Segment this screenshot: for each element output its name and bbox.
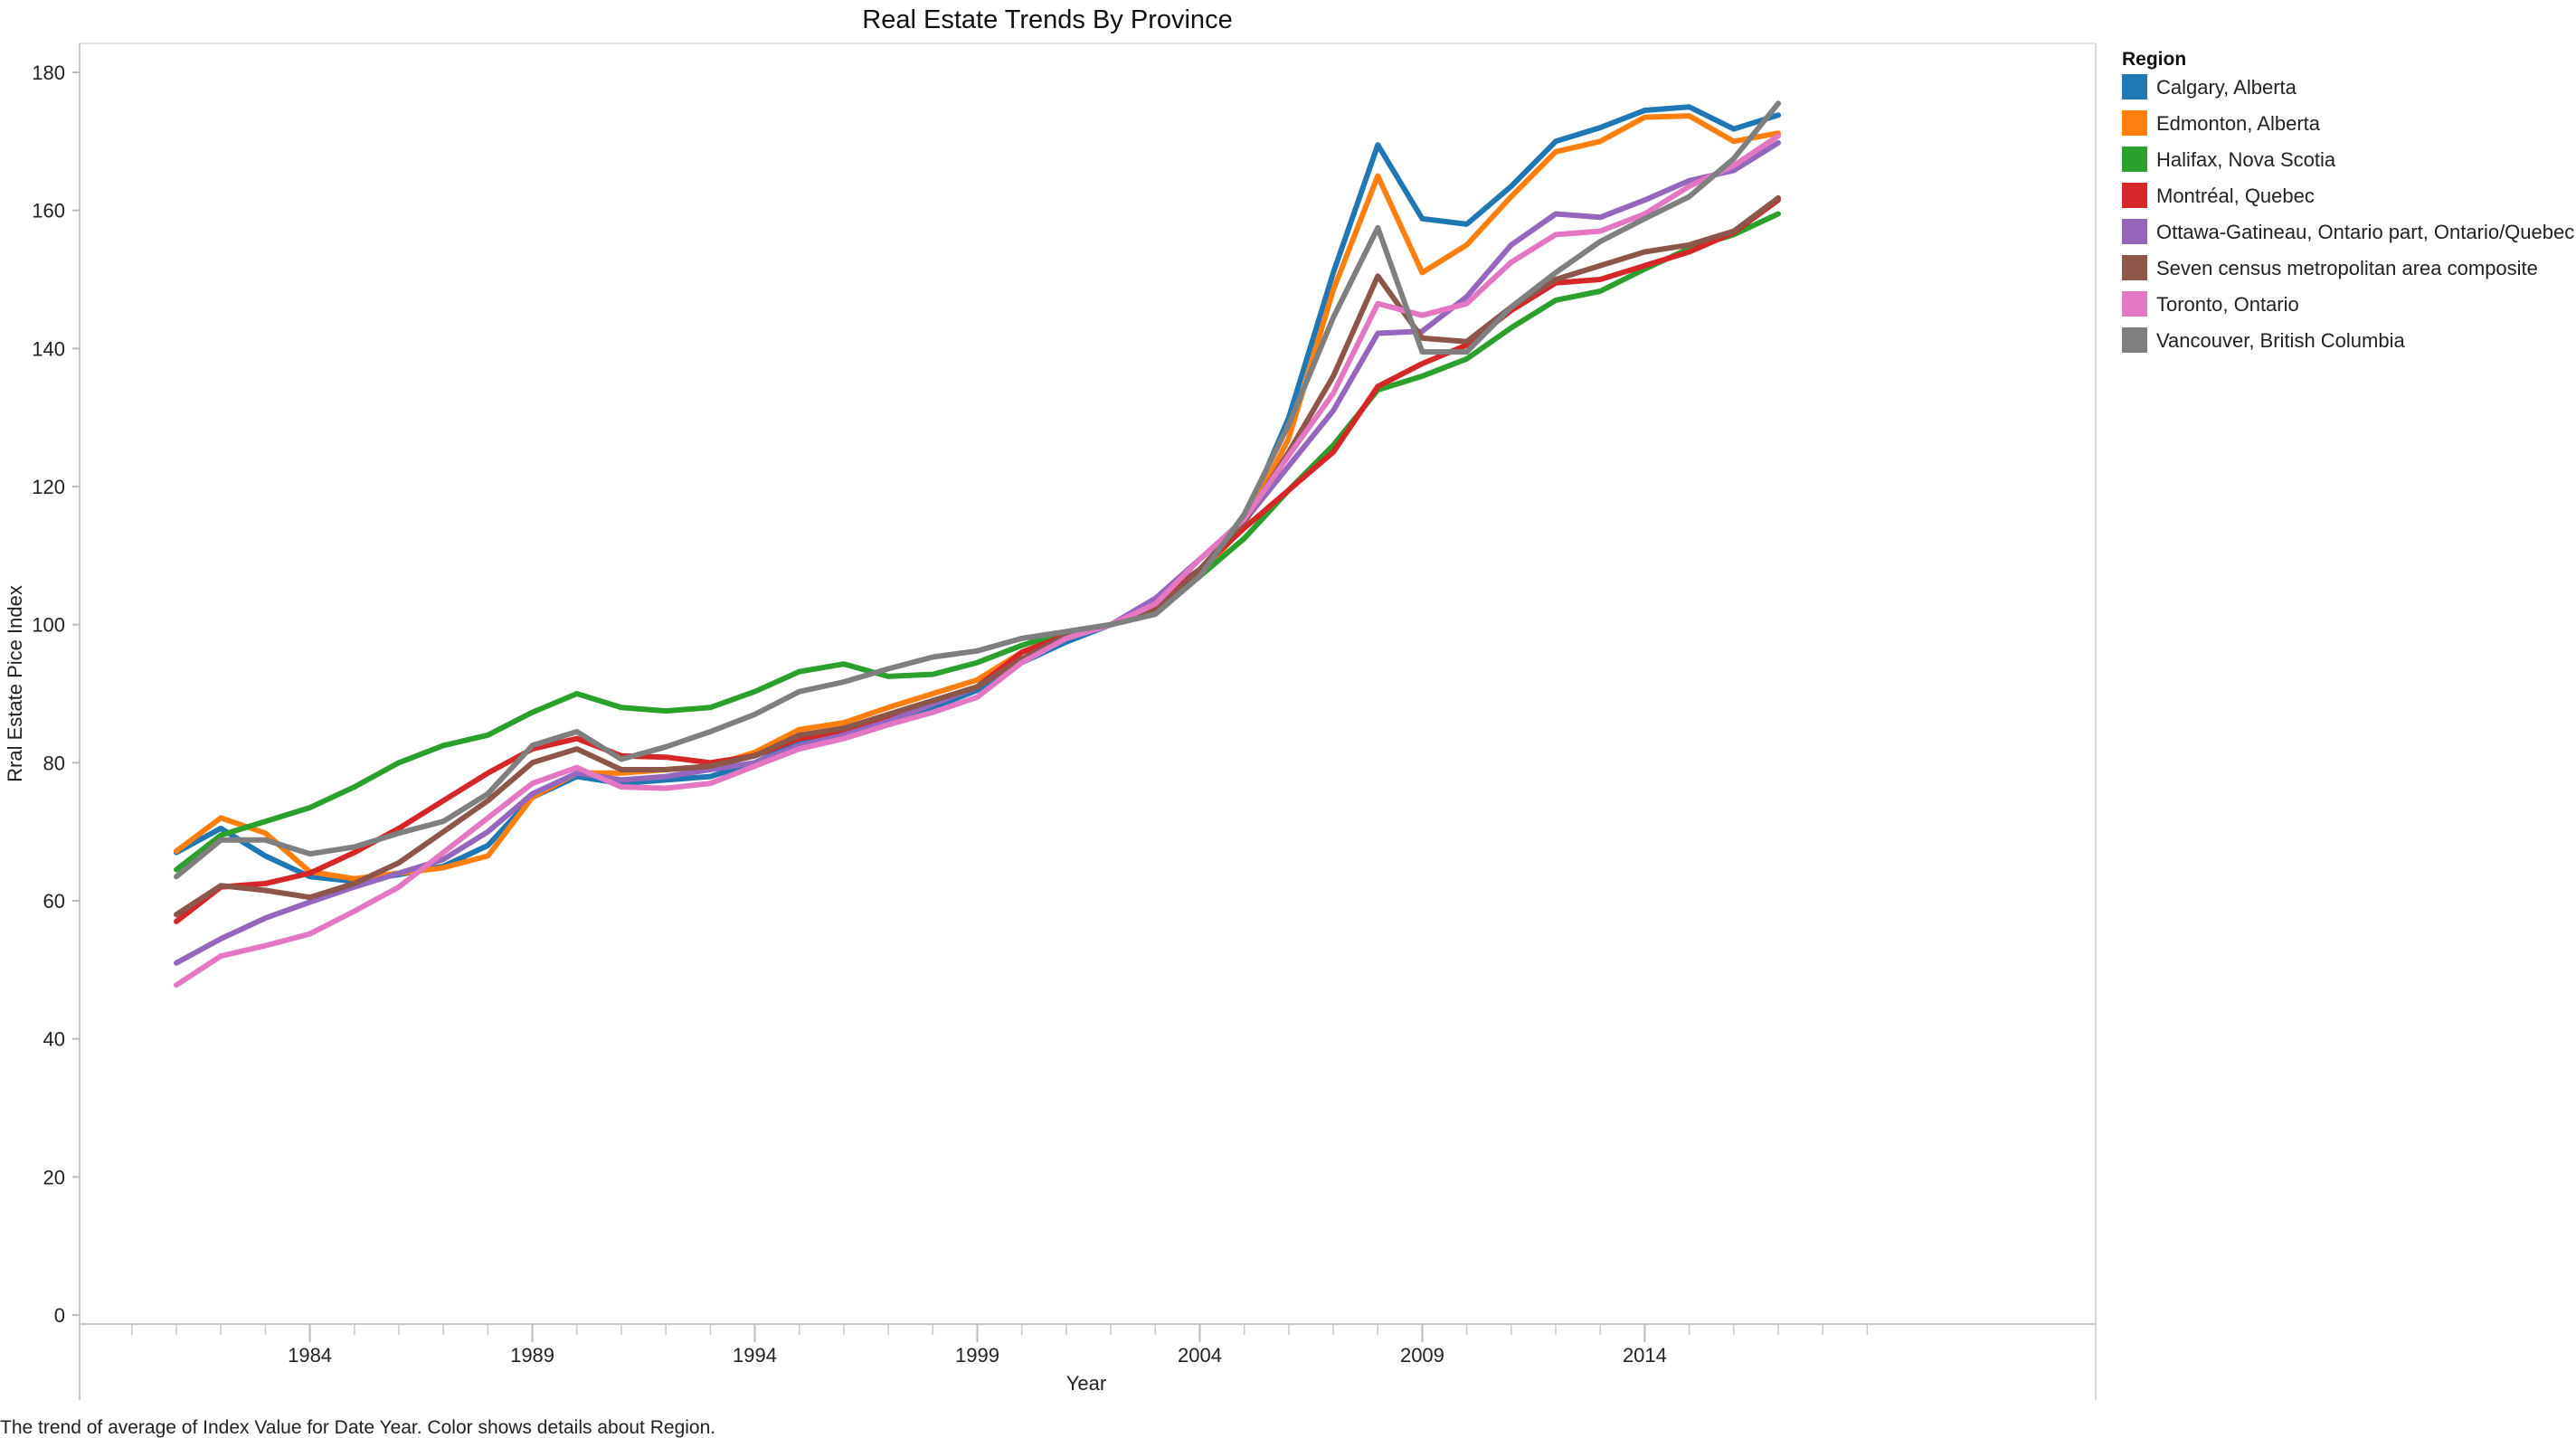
y-axis-title: Rral Estate Pice Index	[4, 585, 26, 782]
plot-frame	[79, 43, 2097, 1400]
y-tick-label: 180	[32, 61, 65, 84]
x-tick-label: 1989	[510, 1344, 554, 1367]
legend-label: Seven census metropolitan area composite	[2156, 257, 2538, 279]
chart-caption: The trend of average of Index Value for …	[0, 1417, 715, 1438]
legend-swatch	[2122, 74, 2147, 99]
legend-swatch	[2122, 183, 2147, 208]
y-tick-label: 0	[54, 1304, 65, 1327]
legend-label: Edmonton, Alberta	[2156, 112, 2321, 135]
x-tick-label: 1984	[288, 1344, 332, 1367]
series-line-2	[174, 113, 1781, 882]
x-tick-label: 2004	[1178, 1344, 1222, 1367]
x-axis-title: Year	[1066, 1372, 1106, 1395]
chart-title: Real Estate Trends By Province	[862, 5, 1232, 34]
series-line-7	[174, 133, 1781, 989]
legend-label: Halifax, Nova Scotia	[2156, 148, 2336, 171]
legend-label: Ottawa-Gatineau, Ontario part, Ontario/Q…	[2156, 221, 2574, 243]
legend-title: Region	[2122, 49, 2186, 70]
y-tick-label: 160	[32, 200, 65, 222]
legend-swatch	[2122, 110, 2147, 136]
series-line-5	[174, 139, 1781, 966]
series-line-3	[174, 211, 1781, 873]
legend-label: Vancouver, British Columbia	[2156, 329, 2405, 352]
x-tick-label: 2014	[1623, 1344, 1667, 1367]
y-axis-ticks: 0 20 40 60 80 100 120 140 160 180	[32, 61, 80, 1327]
y-tick-label: 40	[43, 1028, 65, 1051]
legend-swatch	[2122, 147, 2147, 172]
legend-label: Montréal, Quebec	[2156, 184, 2315, 207]
y-tick-label: 80	[43, 752, 65, 774]
legend-swatch	[2122, 255, 2147, 280]
legend-swatch	[2122, 327, 2147, 353]
series-line-8	[174, 100, 1781, 880]
legend-label: Calgary, Alberta	[2156, 76, 2297, 99]
x-tick-label: 1994	[733, 1344, 777, 1367]
x-axis-ticks: 1984 1989 1994 1999 2004 2009 2014	[131, 1324, 1869, 1367]
legend-swatch	[2122, 219, 2147, 244]
series-line-6	[174, 194, 1781, 918]
y-tick-label: 60	[43, 890, 65, 913]
x-tick-label: 1999	[955, 1344, 999, 1367]
legend-swatch	[2122, 291, 2147, 317]
y-tick-label: 120	[32, 476, 65, 498]
y-tick-label: 100	[32, 614, 65, 637]
x-tick-label: 2009	[1400, 1344, 1444, 1367]
y-tick-label: 140	[32, 337, 65, 360]
legend-label: Toronto, Ontario	[2156, 293, 2299, 316]
y-tick-label: 20	[43, 1166, 65, 1188]
legend: Region Calgary, Alberta Edmonton, Alberta…	[2122, 49, 2574, 353]
series-lines	[174, 100, 1781, 989]
